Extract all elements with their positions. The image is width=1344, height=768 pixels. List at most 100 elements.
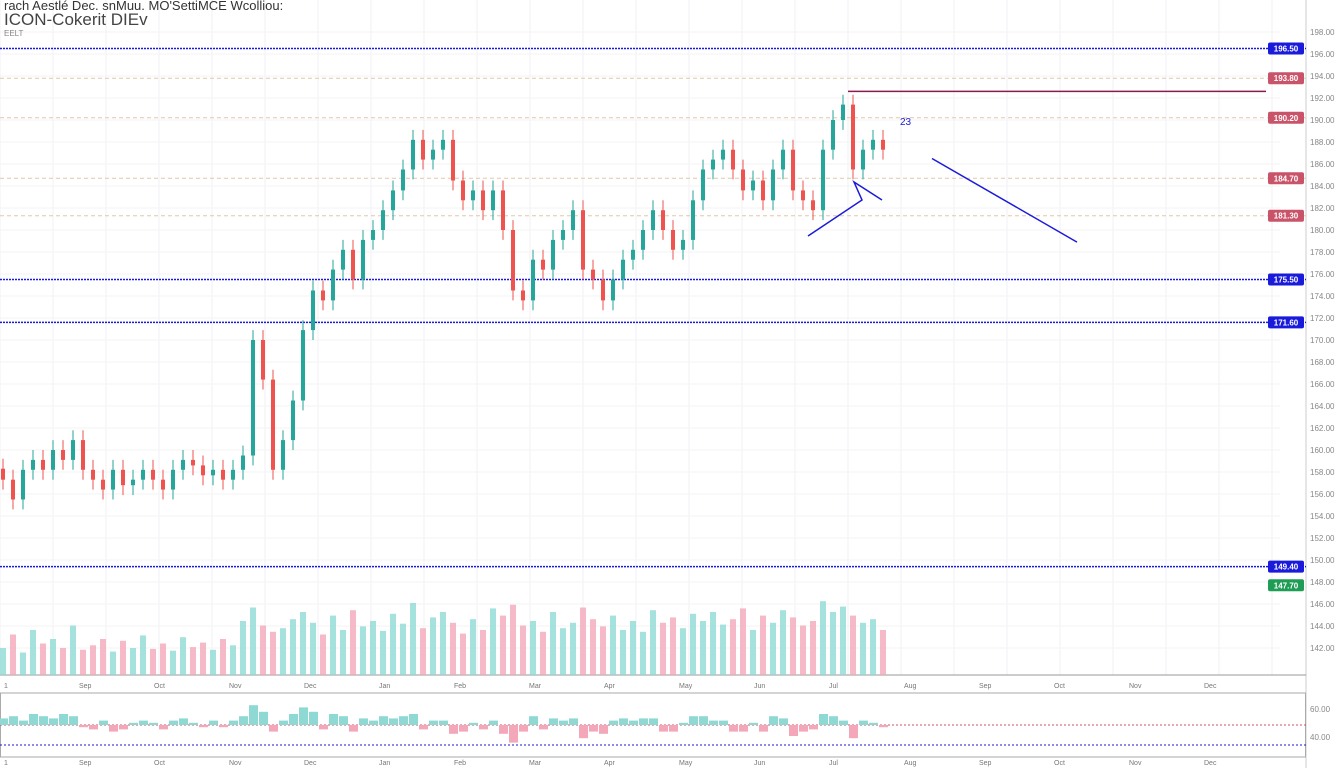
volume-bar [320,634,326,675]
volume-bar [690,613,696,675]
volume-bar [250,607,256,675]
candle-body [271,379,275,470]
oscillator-bar [239,716,248,725]
oscillator-bar [149,722,158,725]
oscillator-bar [139,720,148,725]
oscillator-bar [469,722,478,725]
y-tick-label: 166.00 [1310,380,1335,389]
oscillator-bar [369,720,378,725]
oscillator-bar [629,720,638,725]
candle-body [171,469,175,490]
oscillator-bar [739,725,748,732]
volume-bar [390,613,396,675]
price-level-badge [1268,172,1304,185]
volume-bar [580,607,586,675]
volume-bar [360,626,366,675]
volume-bar [710,612,716,675]
y-tick-label: 184.00 [1310,182,1335,191]
candle-body [101,479,105,490]
volume-bar [270,631,276,675]
candle-body [51,450,55,470]
volume-bar [820,601,826,675]
candle-body [241,455,245,470]
candle-body [631,249,635,260]
candle-body [131,479,135,486]
oscillator-bar [129,722,138,725]
x-tick-label: Sep [979,683,992,690]
volume-bar [310,622,316,675]
oscillator-bar [829,716,838,725]
candle-body [191,459,195,466]
x-tick-label-bottom: Feb [454,760,466,767]
y-tick-label: 198.00 [1310,28,1335,37]
volume-bar [680,628,686,675]
volume-bar [650,610,656,675]
volume-bar [380,630,386,675]
candle-body [591,269,595,280]
candle-body [501,190,505,230]
candle-body [511,230,515,291]
volume-bar [760,615,766,675]
y-tick-label: 186.00 [1310,160,1335,169]
volume-bar [440,612,446,675]
x-tick-label-bottom: Mar [529,760,542,767]
oscillator-bar [99,720,108,725]
trend-line [931,157,1078,243]
candle-body [761,180,765,201]
y-tick-label: 176.00 [1310,270,1335,279]
volume-bar [660,622,666,675]
volume-bar [90,645,96,675]
x-tick-label: Sep [79,683,92,690]
oscillator-bar [199,725,208,728]
oscillator-bar [299,707,308,725]
y-tick-label: 192.00 [1310,94,1335,103]
oscillator-bar [609,720,618,725]
volume-bar [290,619,296,675]
chart-title: rach Aestlé Dec. snMuu. MO'SettiMCE Wcol… [4,0,283,40]
oscillator-bar [179,718,188,725]
candle-body [41,459,45,470]
candle-body [211,469,215,476]
oscillator-bar [49,718,58,725]
volume-bar [430,617,436,675]
oscillator-bar [799,725,808,732]
x-tick-label-bottom: Oct [154,760,165,767]
candle-body [831,120,835,150]
oscillator-bar [599,725,608,734]
y-tick-label: 190.00 [1310,116,1335,125]
volume-bar [300,612,306,675]
oscillator-bar [549,718,558,725]
candle-body [81,440,85,470]
candle-body [641,230,645,250]
price-level-badge [1268,316,1304,329]
candle-body [531,259,535,301]
candle-body [261,340,265,380]
candle-body [621,259,625,280]
candle-body [451,139,455,181]
volume-bar [20,652,26,675]
volume-bar [340,630,346,675]
y-tick-label: 142.00 [1310,644,1335,653]
volume-bar [420,628,426,675]
volume-bar [370,621,376,675]
oscillator-bar [509,725,518,743]
x-tick-label: 1 [4,683,8,690]
candle-body [61,450,65,460]
oscillator-bar [399,716,408,725]
price-level-label: 181.30 [1274,212,1299,221]
candle-body [141,469,145,480]
oscillator-bar [309,711,318,725]
title-line-1: rach Aestlé Dec. snMuu. MO'SettiMCE Wcol… [4,0,284,13]
volume-bar [30,630,36,675]
candle-body [251,340,255,456]
candle-body [161,479,165,490]
price-level-badge [1268,72,1304,85]
volume-bar [610,615,616,675]
candle-body [521,290,525,301]
oscillator-bar [119,725,128,730]
y-tick-label: 158.00 [1310,468,1335,477]
candle-body [331,269,335,301]
oscillator-bar [279,720,288,725]
oscillator-bar [669,725,678,732]
